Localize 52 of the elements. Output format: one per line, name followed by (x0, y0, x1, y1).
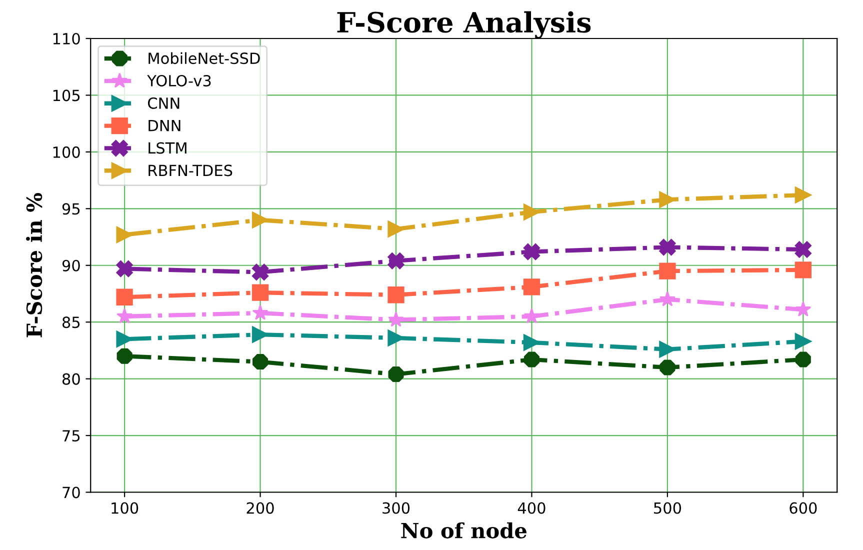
point (116, 226, 133, 244)
point (523, 278, 540, 296)
y-tick-label: 90 (62, 260, 80, 272)
point (794, 262, 812, 278)
point (116, 288, 133, 306)
x-tick-label: 400 (518, 502, 546, 514)
point (252, 284, 269, 301)
y-tick-label: 80 (62, 373, 80, 385)
point (795, 301, 812, 316)
point (388, 286, 404, 304)
point (388, 220, 404, 238)
point (794, 333, 812, 350)
x-tick-label: 300 (382, 502, 410, 514)
y-tick-label: 100 (53, 146, 80, 158)
legend-label: RBFN-TDES (148, 164, 232, 176)
point (116, 348, 132, 364)
point (659, 291, 676, 306)
point (523, 243, 540, 260)
chart-title: F-Score Analysis (337, 11, 591, 38)
point (388, 311, 404, 327)
point (794, 186, 812, 204)
point (795, 352, 811, 368)
x-tick-label: 500 (654, 502, 682, 514)
point (524, 308, 540, 324)
legend-label: CNN (148, 97, 180, 109)
point (659, 262, 676, 280)
y-axis-title: F-Score in % (26, 193, 42, 338)
point (388, 366, 404, 382)
x-tick-label: 100 (112, 502, 138, 514)
point (116, 308, 133, 324)
point (659, 238, 676, 256)
legend-label: MobileNet-SSD (148, 52, 260, 64)
y-tick-label: 95 (62, 203, 80, 215)
x-axis-title: No of node (401, 522, 526, 538)
point (660, 360, 676, 376)
y-tick-label: 85 (62, 316, 80, 328)
y-tick-label: 70 (62, 486, 80, 498)
y-tick-label: 105 (53, 90, 80, 102)
point (388, 252, 404, 270)
x-tick-label: 600 (790, 502, 817, 514)
point (794, 241, 812, 258)
point (524, 352, 540, 368)
point (116, 260, 133, 278)
legend-label: YOLO-v3 (147, 74, 211, 86)
point (252, 264, 269, 281)
legend-label: LSTM (148, 142, 186, 154)
x-tick-label: 200 (246, 502, 274, 514)
y-tick-label: 110 (53, 32, 80, 45)
point (252, 354, 268, 370)
legend-label: DNN (148, 120, 180, 132)
point (252, 304, 268, 320)
y-tick-label: 75 (62, 430, 80, 442)
